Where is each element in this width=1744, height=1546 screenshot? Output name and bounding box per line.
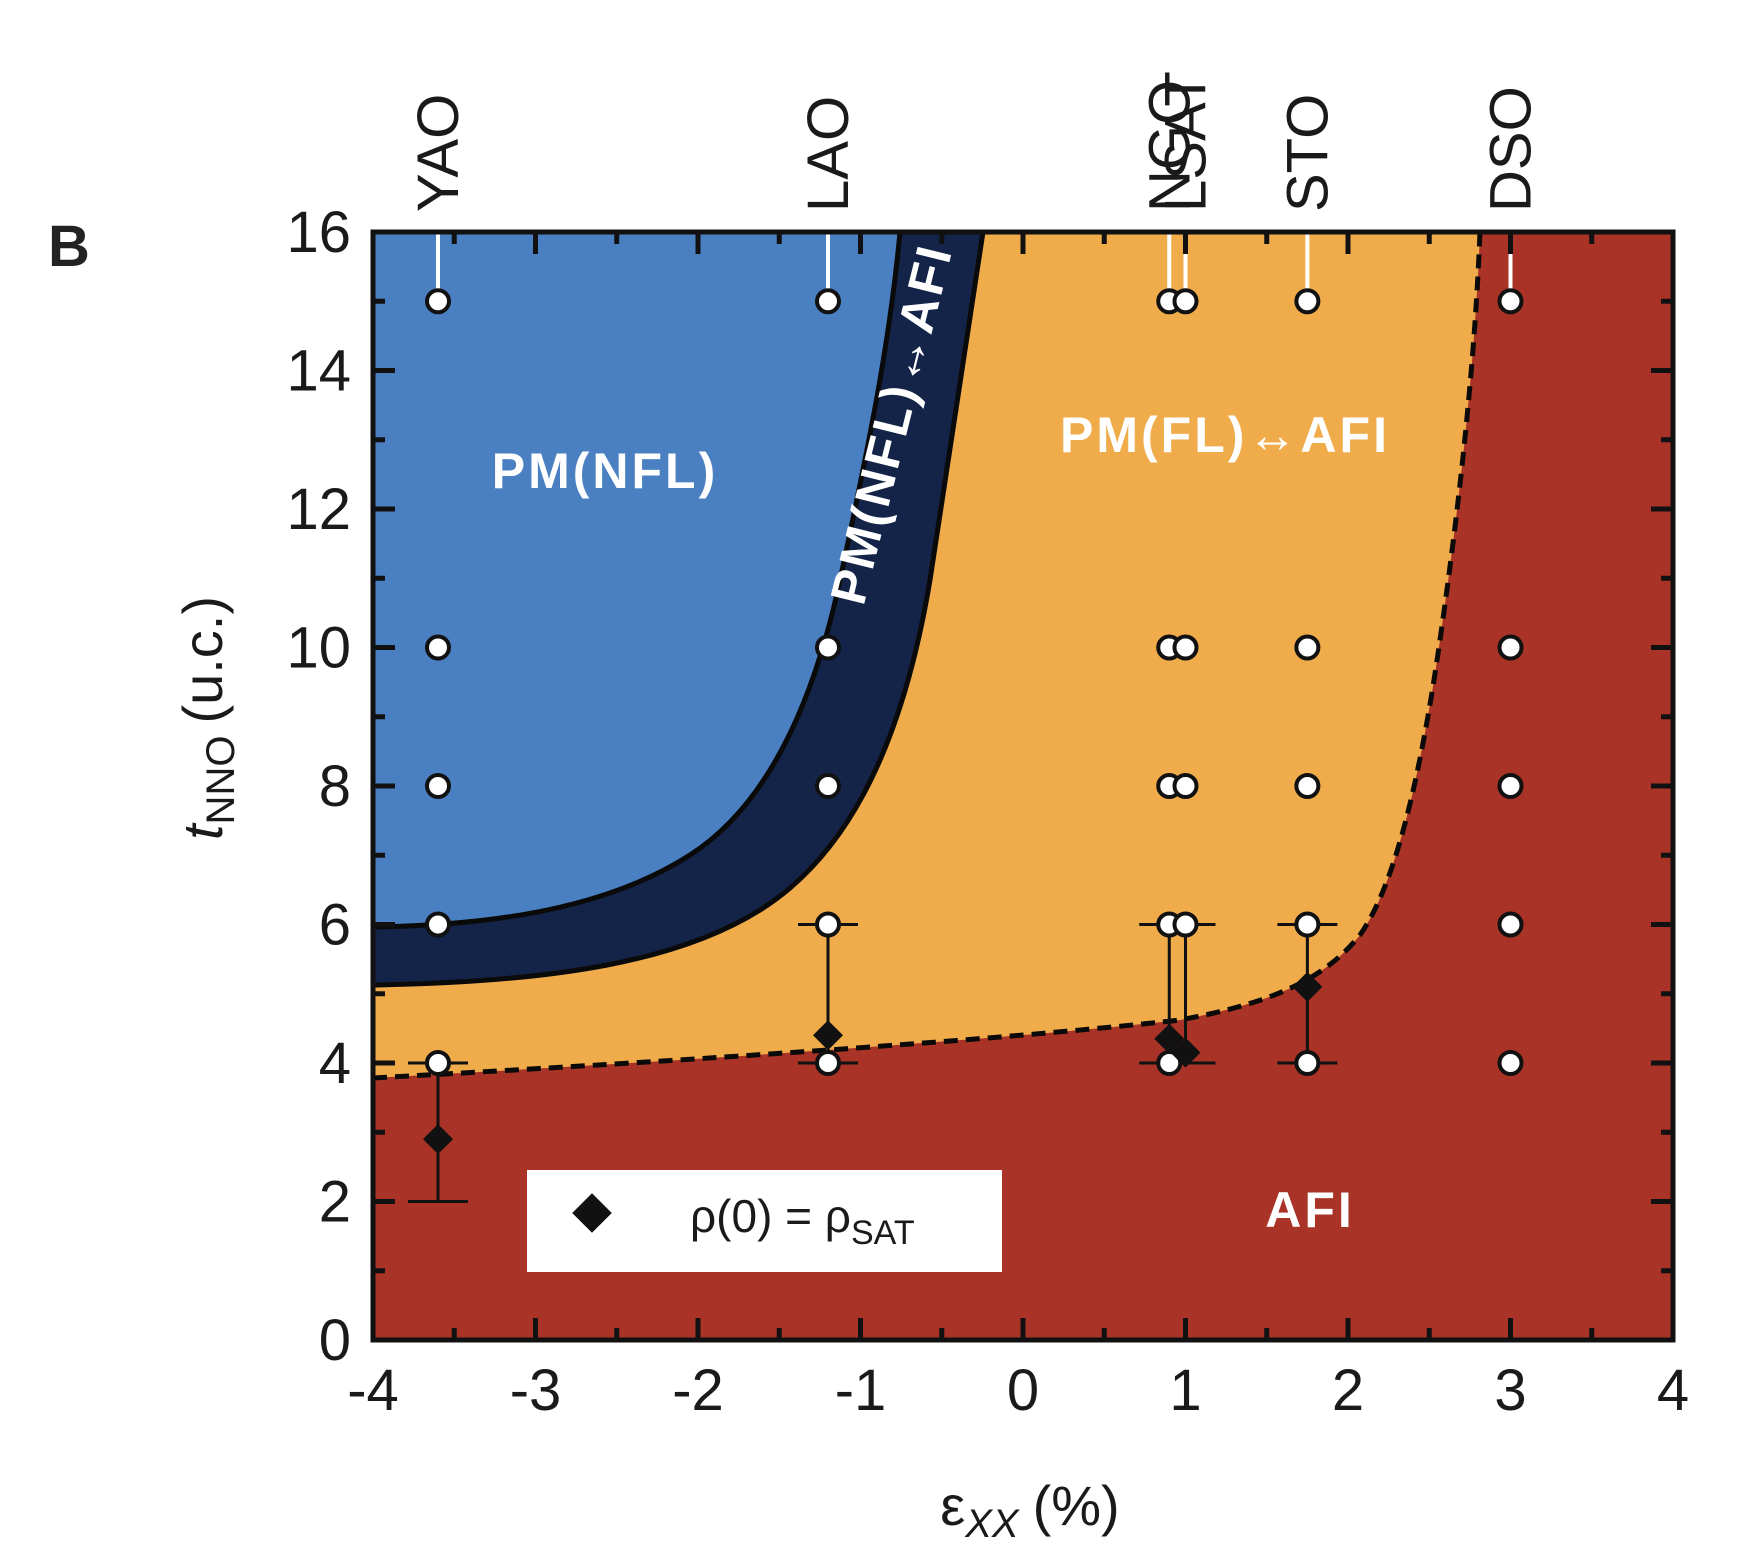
legend-text: ρ(0) = ρSAT bbox=[690, 1190, 915, 1252]
data-point bbox=[1294, 288, 1321, 315]
data-point bbox=[1172, 288, 1199, 315]
x-tick-label: 1 bbox=[1169, 1358, 1201, 1423]
legend-diamond bbox=[572, 1193, 612, 1233]
region-label-pm-fl-afi: PM(FL)↔AFI bbox=[1060, 407, 1390, 463]
substrate-label-ngo: NGO bbox=[1137, 80, 1202, 212]
y-tick-label: 16 bbox=[286, 200, 351, 265]
data-point bbox=[1497, 634, 1524, 661]
data-point bbox=[815, 773, 841, 799]
data-point bbox=[1172, 773, 1199, 799]
legend: ρ(0) = ρSAT bbox=[527, 1170, 1002, 1272]
x-axis-label: εXX (%) bbox=[940, 1474, 1119, 1546]
data-point bbox=[1497, 773, 1524, 799]
data-point bbox=[1497, 1050, 1524, 1076]
region-label-pm-nfl: PM(NFL) bbox=[492, 443, 719, 499]
rho-sat-point bbox=[1154, 1023, 1185, 1054]
data-point bbox=[425, 1050, 451, 1076]
legend-box bbox=[527, 1170, 1002, 1272]
boundary-band-fl bbox=[372, 231, 986, 988]
panel-letter: B bbox=[48, 214, 90, 279]
boundary-nfl-band bbox=[372, 231, 903, 930]
x-tick-label: -2 bbox=[672, 1358, 724, 1423]
x-tick-label: 3 bbox=[1494, 1358, 1526, 1423]
region-label-afi: AFI bbox=[1265, 1182, 1355, 1238]
y-tick-label: 10 bbox=[286, 616, 351, 681]
measured-points bbox=[425, 288, 1524, 1076]
data-point bbox=[425, 911, 451, 938]
rho-sat-point bbox=[423, 1124, 453, 1155]
x-tick-label: -1 bbox=[835, 1358, 887, 1423]
y-tick-label: 2 bbox=[319, 1170, 351, 1235]
y-tick-label: 14 bbox=[286, 339, 351, 404]
data-point bbox=[815, 288, 841, 315]
x-tick-label: -3 bbox=[510, 1358, 562, 1423]
substrate-label-lsat: LSAT bbox=[1154, 71, 1219, 212]
x-tick-labels: -4 -3 -2 -1 0 1 2 3 4 bbox=[347, 1358, 1689, 1423]
axis-ticks bbox=[370, 229, 1676, 1343]
y-tick-labels: 0 2 4 6 8 10 12 14 16 bbox=[286, 200, 351, 1373]
data-point bbox=[1294, 1050, 1321, 1076]
x-tick-label: 4 bbox=[1657, 1358, 1689, 1423]
plot-regions bbox=[372, 231, 1673, 1340]
data-point bbox=[1497, 288, 1524, 315]
y-tick-label: 6 bbox=[319, 893, 351, 958]
y-tick-label: 8 bbox=[319, 754, 351, 819]
data-point bbox=[1294, 773, 1321, 799]
rho-sat-point bbox=[813, 1020, 843, 1051]
data-point bbox=[815, 911, 841, 938]
region-pm-nfl bbox=[373, 232, 900, 927]
rho-sat-point bbox=[1170, 1037, 1201, 1068]
boundary-fl-afi-dashed bbox=[372, 231, 1483, 1081]
substrate-label-sto: STO bbox=[1275, 94, 1340, 212]
data-point bbox=[1294, 634, 1321, 661]
substrate-label-yao: YAO bbox=[406, 94, 471, 212]
y-tick-label: 0 bbox=[319, 1308, 351, 1373]
y-tick-label: 12 bbox=[286, 477, 351, 542]
data-point bbox=[425, 773, 451, 799]
x-tick-label: -4 bbox=[347, 1358, 399, 1423]
x-tick-label: 0 bbox=[1007, 1358, 1039, 1423]
substrate-label-lao: LAO bbox=[796, 96, 861, 212]
data-point bbox=[1172, 911, 1199, 938]
data-point bbox=[425, 634, 451, 661]
substrate-label-dso: DSO bbox=[1479, 86, 1544, 212]
data-point bbox=[815, 634, 841, 661]
data-point bbox=[1497, 911, 1524, 938]
data-point bbox=[425, 288, 451, 315]
data-point bbox=[815, 1050, 841, 1076]
data-point bbox=[1172, 634, 1199, 661]
rho-sat-points bbox=[423, 971, 1323, 1155]
x-tick-label: 2 bbox=[1332, 1358, 1364, 1423]
y-axis-label: tNNO(u.c.) bbox=[171, 596, 243, 840]
data-point bbox=[1294, 911, 1321, 938]
y-tick-label: 4 bbox=[319, 1031, 351, 1096]
rho-sat-point bbox=[1292, 971, 1323, 1002]
